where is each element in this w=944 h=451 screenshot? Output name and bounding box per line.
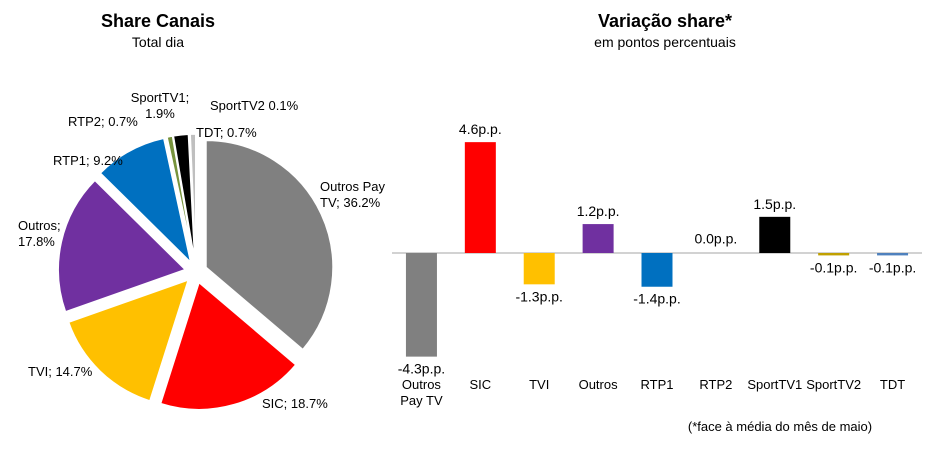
pie-label-outros-pay-tv-line: TV; 36.2% xyxy=(320,195,381,210)
bar-category-label-sporttv2-line: SportTV2 xyxy=(806,377,861,392)
bar-category-label-tvi: TVI xyxy=(529,377,549,392)
bar-category-label-outros-pay-tv: Outros Pay TV xyxy=(400,377,443,408)
pie-label-outros-line: Outros; xyxy=(18,218,61,233)
bar-tvi xyxy=(523,253,555,285)
bar-category-label-rtp2: RTP2 xyxy=(699,377,732,392)
bar-value-label-sporttv1: 1.5p.p. xyxy=(753,196,796,212)
bar-category-label-sporttv1-line: SportTV1 xyxy=(747,377,802,392)
bar-category-label-sporttv1: SportTV1 xyxy=(747,377,802,392)
bar-value-label-sporttv2: -0.1p.p. xyxy=(810,259,857,275)
pie-slice-outros-pay-tv xyxy=(205,139,334,351)
pie-label-tvi-line: TVI; 14.7% xyxy=(28,364,93,379)
pie-chart-title: Share Canais xyxy=(100,11,216,31)
pie-label-outros-pay-tv: Outros Pay TV; 36.2% xyxy=(320,179,386,210)
bar-category-label-tdt-line: TDT xyxy=(880,377,905,392)
bar-value-label-tdt: -0.1p.p. xyxy=(869,259,916,275)
pie-slice-rtp1 xyxy=(99,137,192,265)
bar-category-label-outros-pay-tv-line: Pay TV xyxy=(400,393,443,408)
bar-category-label-rtp2-line: RTP2 xyxy=(699,377,732,392)
pie-slice-rtp2 xyxy=(166,135,195,262)
pie-label-tdt-line: TDT; 0.7% xyxy=(196,125,257,140)
bar-chart-title: Variação share* xyxy=(597,11,733,31)
bar-category-label-rtp1: RTP1 xyxy=(641,377,674,392)
pie-label-sporttv1-line: SportTV1; xyxy=(131,90,190,105)
bar-category-label-outros-line: Outros xyxy=(579,377,619,392)
bar-tdt xyxy=(877,253,909,256)
pie-label-rtp2: RTP2; 0.7% xyxy=(68,114,138,129)
bar-category-label-sic: SIC xyxy=(469,377,491,392)
bar-category-label-rtp1-line: RTP1 xyxy=(641,377,674,392)
bar-category-label-outros-pay-tv-line: Outros xyxy=(402,377,442,392)
bar-value-label-tvi: -1.3p.p. xyxy=(515,288,562,304)
pie-label-outros-pay-tv-line: Outros Pay xyxy=(320,179,386,194)
pie-label-sic: SIC; 18.7% xyxy=(262,396,328,411)
pie-label-tvi: TVI; 14.7% xyxy=(28,364,93,379)
bar-sporttv2 xyxy=(818,253,850,256)
pie-slice-tdt xyxy=(189,133,197,262)
pie-label-outros: Outros; 17.8% xyxy=(18,218,61,249)
pie-label-sporttv1: SportTV1; 1.9% xyxy=(131,90,190,121)
bar-value-label-rtp2: 0.0p.p. xyxy=(694,231,737,247)
pie-label-rtp2-line: RTP2; 0.7% xyxy=(68,114,138,129)
pie-slice-sic xyxy=(159,281,297,411)
pie-label-outros-line: 17.8% xyxy=(18,234,55,249)
pie-label-sporttv2-line: SportTV2 0.1% xyxy=(210,98,299,113)
pie-label-sporttv2: SportTV2 0.1% xyxy=(210,98,299,113)
bar-outros-pay-tv xyxy=(405,253,437,357)
bar-category-label-tvi-line: TVI xyxy=(529,377,549,392)
bar-value-label-sic: 4.6p.p. xyxy=(459,121,502,137)
pie-label-sic-line: SIC; 18.7% xyxy=(262,396,328,411)
bar-rtp1 xyxy=(641,253,673,287)
pie-chart-subtitle: Total dia xyxy=(131,34,185,50)
pie-label-rtp1: RTP1; 9.2% xyxy=(53,153,123,168)
pie-label-rtp1-line: RTP1; 9.2% xyxy=(53,153,123,168)
pie-label-sporttv1-line: 1.9% xyxy=(145,106,175,121)
bar-category-label-outros: Outros xyxy=(579,377,619,392)
bar-category-label-tdt: TDT xyxy=(880,377,905,392)
bar-category-label-sporttv2: SportTV2 xyxy=(806,377,861,392)
pie-label-tdt: TDT; 0.7% xyxy=(196,125,257,140)
bar-value-label-rtp1: -1.4p.p. xyxy=(633,291,680,307)
bar-value-label-outros-pay-tv: -4.3p.p. xyxy=(398,361,445,377)
pie-slice-outros xyxy=(57,179,187,313)
bar-chart-footnote: (*face à média do mês de maio) xyxy=(687,419,873,434)
bar-value-label-outros: 1.2p.p. xyxy=(577,203,620,219)
bar-sic xyxy=(464,142,496,253)
pie-slice-tvi xyxy=(67,278,190,402)
bar-outros xyxy=(582,224,614,253)
bar-category-label-sic-line: SIC xyxy=(469,377,491,392)
bar-chart-subtitle: em pontos percentuais xyxy=(594,34,736,50)
bar-sporttv1 xyxy=(759,216,791,253)
